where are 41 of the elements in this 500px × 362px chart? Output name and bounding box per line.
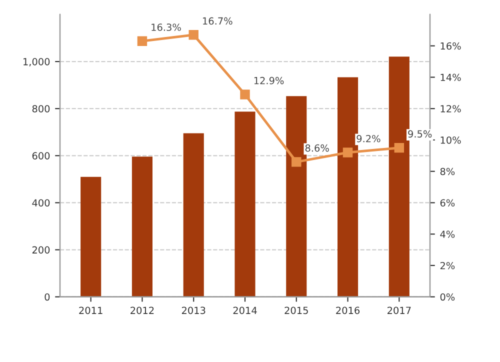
y-tick-label: 200 — [32, 246, 50, 254]
point — [137, 36, 148, 46]
y-tick-label: 800 — [32, 105, 50, 112]
data-label: 16.7% — [203, 17, 232, 25]
y2-tick-label: 14% — [440, 74, 461, 82]
y2-tick-label: 8% — [440, 168, 455, 176]
x-tick-label: 2016 — [336, 306, 360, 314]
y2-tick-label: 6% — [440, 199, 455, 207]
x-tick-label: 2017 — [388, 306, 411, 314]
data-label: 9.2% — [356, 134, 380, 142]
x-tick-label: 2014 — [233, 306, 257, 314]
data-label: 8.6% — [305, 144, 329, 152]
y-tick-label: 600 — [32, 152, 50, 160]
bar — [234, 112, 256, 297]
bar — [286, 96, 307, 297]
data-label: 16.3% — [152, 24, 181, 31]
bar — [388, 56, 410, 297]
x-tick-label: 2015 — [284, 306, 308, 314]
point — [292, 157, 302, 167]
x-tick-label: 2012 — [130, 306, 154, 314]
y-tick-label: 0 — [44, 293, 50, 301]
bar — [183, 133, 204, 297]
data-label: 9.5% — [408, 130, 432, 138]
y2-tick-label: 4% — [440, 230, 455, 238]
x-tick-label: 2011 — [79, 306, 102, 314]
y-tick-label: 400 — [32, 199, 50, 207]
bar — [80, 176, 102, 297]
data-label: 12.9% — [254, 76, 284, 84]
point — [394, 142, 404, 153]
y2-tick-label: 0% — [440, 293, 455, 301]
y2-tick-label: 2% — [440, 262, 455, 270]
point — [240, 90, 250, 100]
bar — [338, 77, 358, 297]
point — [342, 148, 353, 158]
y2-tick-label: 16% — [440, 42, 461, 50]
x-tick-label: 2013 — [182, 306, 206, 314]
y-tick-label: 1,000 — [24, 58, 50, 66]
point — [188, 30, 198, 40]
y2-tick-label: 12% — [440, 105, 461, 112]
y2-tick-label: 10% — [440, 136, 461, 144]
bar — [132, 156, 152, 297]
